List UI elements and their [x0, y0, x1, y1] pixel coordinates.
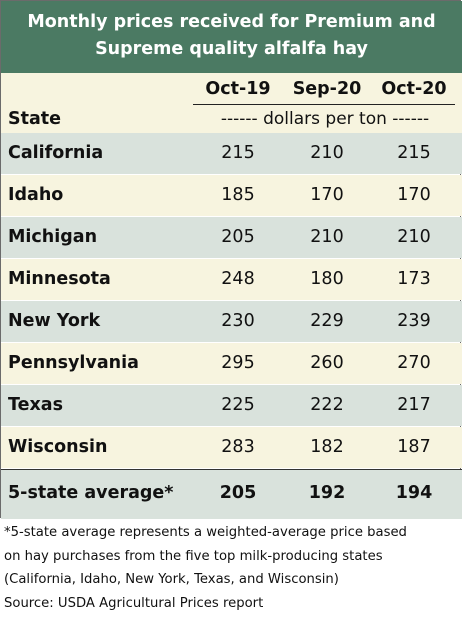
units-label: ------ dollars per ton ------	[220, 109, 430, 129]
price-cell: 173	[397, 269, 431, 289]
price-cell: 187	[397, 437, 431, 457]
table-row: Texas 225 222 217	[1, 385, 462, 426]
table-row: Minnesota 248 180 173	[1, 259, 462, 300]
price-cell: 215	[221, 143, 255, 163]
header-divider	[193, 104, 455, 105]
price-table: Monthly prices received for Premium and …	[0, 0, 462, 519]
table-row: Idaho 185 170 170	[1, 175, 462, 216]
price-cell: 182	[310, 437, 344, 457]
source-line: Source: USDA Agricultural Prices report	[4, 595, 264, 611]
state-name: California	[8, 143, 104, 163]
price-cell: 210	[397, 227, 431, 247]
state-name: Pennsylvania	[8, 353, 139, 373]
state-column-label: State	[8, 109, 62, 129]
price-cell: 225	[221, 395, 255, 415]
table-title-line: Supreme quality alfalfa hay	[95, 39, 368, 59]
table-row: Pennsylvania 295 260 270	[1, 343, 462, 384]
footnote-line: (California, Idaho, New York, Texas, and…	[4, 572, 339, 587]
column-header: Oct-19 Sep-20 Oct-20 State ------ dollar…	[1, 73, 462, 133]
price-cell: 215	[397, 143, 431, 163]
state-name: New York	[8, 311, 101, 331]
state-name: Minnesota	[8, 269, 111, 289]
price-cell: 210	[310, 227, 344, 247]
state-name: Michigan	[8, 227, 98, 247]
price-cell: 239	[397, 311, 431, 331]
table-row: California 215 210 215	[1, 133, 462, 174]
price-cell: 170	[310, 185, 344, 205]
price-cell: 260	[310, 353, 344, 373]
state-name: Wisconsin	[8, 437, 108, 457]
price-cell: 222	[310, 395, 344, 415]
price-cell: 270	[397, 353, 431, 373]
table-title-line: Monthly prices received for Premium and	[27, 12, 436, 32]
average-cell: 194	[395, 483, 433, 503]
table-row: New York 230 229 239	[1, 301, 462, 342]
average-row: 5-state average* 205 192 194	[1, 469, 462, 519]
average-cell: 192	[308, 483, 346, 503]
average-cell: 205	[219, 483, 257, 503]
price-cell: 205	[221, 227, 255, 247]
average-label: 5-state average*	[8, 483, 174, 503]
price-cell: 185	[221, 185, 255, 205]
price-cell: 217	[397, 395, 431, 415]
column-label: Oct-19	[205, 79, 271, 99]
column-label: Sep-20	[292, 79, 362, 99]
footnote-line: on hay purchases from the five top milk-…	[4, 548, 383, 564]
footnote: *5-state average represents a weighted-a…	[4, 521, 460, 615]
price-cell: 229	[310, 311, 344, 331]
price-cell: 230	[221, 311, 255, 331]
price-cell: 170	[397, 185, 431, 205]
price-cell: 180	[310, 269, 344, 289]
price-cell: 210	[310, 143, 344, 163]
price-cell: 248	[221, 269, 255, 289]
state-name: Idaho	[8, 185, 64, 205]
footnote-line: *5-state average represents a weighted-a…	[4, 525, 407, 540]
table-title: Monthly prices received for Premium and …	[1, 1, 462, 73]
column-label: Oct-20	[381, 79, 447, 99]
table-row: Wisconsin 283 182 187	[1, 427, 462, 468]
table-row: Michigan 205 210 210	[1, 217, 462, 258]
price-cell: 295	[221, 353, 255, 373]
state-name: Texas	[8, 395, 63, 415]
price-cell: 283	[221, 437, 255, 457]
